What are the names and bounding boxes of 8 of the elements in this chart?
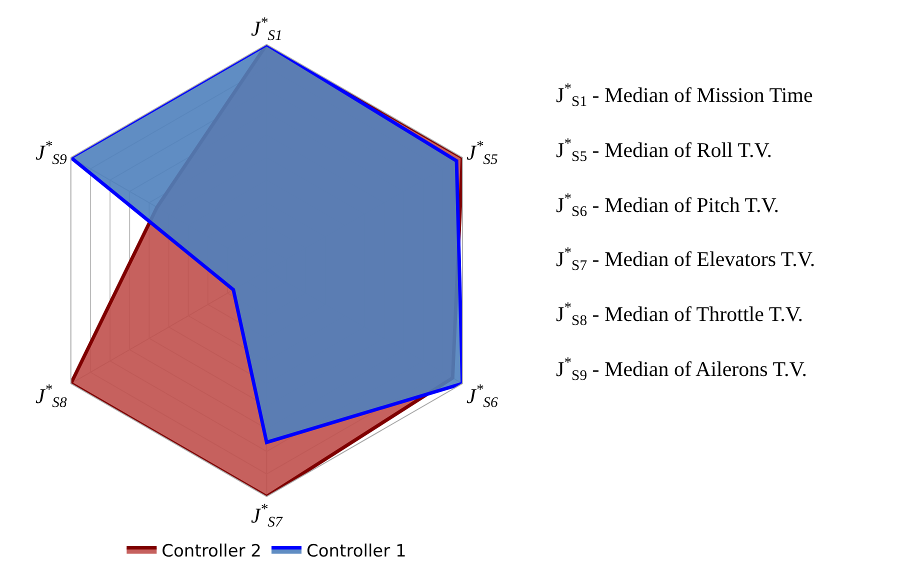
text: J$^{*}$$_{S7}$ - Median of Elevators T.V. — [556, 245, 816, 274]
legend-label: Controller 1 — [306, 541, 406, 562]
text: J$^{*}$$_{S9}$ - Median of Ailerons T.V. — [556, 355, 807, 384]
text: J$^{*}$$_{S6}$ - Median of Pitch T.V. — [556, 191, 779, 220]
text: J$^{*}$$_{S5}$ - Median of Roll T.V. — [556, 136, 772, 166]
text: J$^{*}$$_{S8}$ - Median of Throttle T.V. — [556, 300, 804, 330]
text: J$^{*}$$_{S1}$ - Median of Mission Time — [556, 81, 813, 110]
legend-label: Controller 2 — [162, 541, 262, 562]
